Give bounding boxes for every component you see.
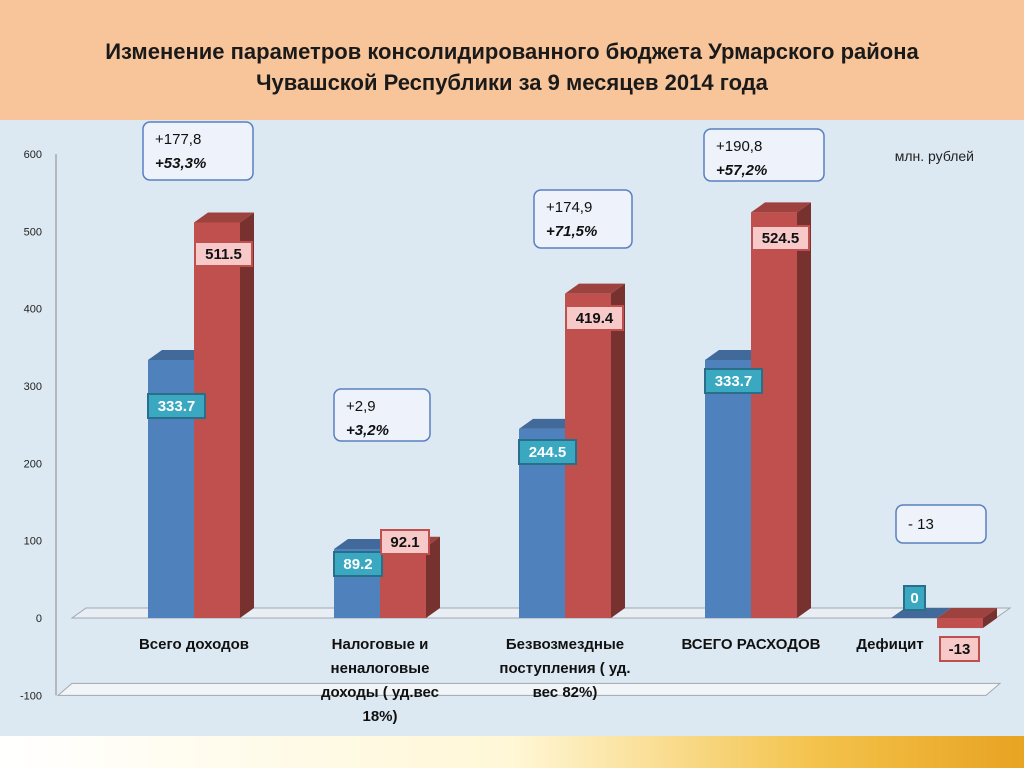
category-label: доходы ( уд.вес [321,684,439,701]
svg-text:333.7: 333.7 [158,398,196,415]
bar [751,202,811,618]
category-label: 18%) [362,708,397,725]
svg-text:+2,9: +2,9 [346,398,376,415]
svg-text:89.2: 89.2 [343,556,372,573]
change-callout: +177,8 +53,3% [142,121,254,181]
category-label: ВСЕГО РАСХОДОВ [682,636,821,653]
data-label: 0 [903,585,926,611]
category-label: вес 82%) [533,684,598,701]
data-label: 244.5 [518,439,577,465]
category-label: Всего доходов [139,636,249,653]
footer-decoration [0,736,1024,768]
svg-text:244.5: 244.5 [529,444,567,461]
chart-title: Изменение параметров консолидированного … [105,39,919,95]
floor-plane [56,682,1002,696]
svg-text:511.5: 511.5 [205,246,242,263]
svg-text:+57,2%: +57,2% [716,162,767,179]
change-callout: +2,9 +3,2% [333,388,431,442]
data-label: 511.5 [194,241,253,267]
svg-text:+177,8: +177,8 [155,131,201,148]
category-label: Налоговые и [332,636,429,653]
svg-text:-13: -13 [949,641,971,658]
category-label: Безвозмездные [506,636,624,653]
svg-text:333.7: 333.7 [715,373,753,390]
y-tick-label: 500 [24,226,42,238]
svg-text:- 13: - 13 [908,516,934,533]
data-label: 92.1 [380,529,430,555]
svg-text:419.4: 419.4 [576,310,614,327]
category-label: Дефицит [856,636,923,653]
data-label: 333.7 [147,393,206,419]
svg-text:92.1: 92.1 [390,534,419,551]
category-label: поступления ( уд. [499,660,630,677]
unit-label: млн. рублей [895,148,974,164]
y-tick-label: 100 [24,536,42,548]
svg-text:524.5: 524.5 [762,230,800,247]
y-tick-label: 0 [36,613,42,625]
title-banner: Изменение параметров консолидированного … [0,0,1024,120]
data-label: 419.4 [565,305,624,331]
data-label: 333.7 [704,368,763,394]
svg-text:+174,9: +174,9 [546,199,592,216]
bar [937,608,997,629]
svg-text:+190,8: +190,8 [716,138,762,155]
category-label: неналоговые [331,660,430,677]
y-tick-label: 400 [24,304,42,316]
svg-text:+71,5%: +71,5% [546,223,597,240]
data-label: 524.5 [751,225,810,251]
svg-text:0: 0 [910,590,918,607]
data-label: -13 [939,636,980,662]
y-tick-label: 200 [24,458,42,470]
change-callout: +190,8 +57,2% [703,128,825,182]
y-tick-label: 300 [24,381,42,393]
y-tick-label: 600 [24,149,42,161]
data-label: 89.2 [333,551,383,577]
y-tick-label: -100 [20,690,42,702]
svg-text:+3,2%: +3,2% [346,422,389,439]
change-callout: - 13 [895,504,987,544]
svg-text:+53,3%: +53,3% [155,155,206,172]
change-callout: +174,9 +71,5% [533,189,633,249]
bar [194,212,254,619]
